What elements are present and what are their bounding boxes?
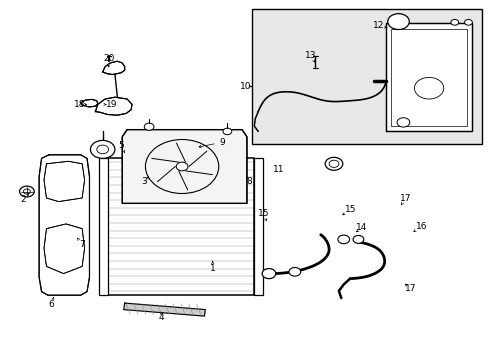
Polygon shape — [44, 224, 84, 274]
Polygon shape — [123, 303, 205, 316]
Circle shape — [387, 14, 408, 30]
Text: 15: 15 — [258, 209, 269, 217]
Polygon shape — [102, 61, 124, 75]
Text: 17: 17 — [399, 194, 411, 203]
Circle shape — [414, 77, 443, 99]
Circle shape — [20, 186, 34, 197]
Circle shape — [223, 128, 231, 135]
Text: 15: 15 — [345, 205, 356, 214]
Text: 7: 7 — [79, 240, 85, 249]
Text: 10: 10 — [239, 82, 251, 91]
Circle shape — [450, 19, 458, 25]
Circle shape — [144, 123, 154, 130]
Text: 18: 18 — [74, 100, 85, 109]
Text: 9: 9 — [219, 138, 225, 147]
Text: 17: 17 — [404, 284, 416, 293]
Text: 14: 14 — [355, 223, 367, 232]
Polygon shape — [81, 99, 98, 107]
Text: 13: 13 — [304, 51, 316, 60]
Text: 3: 3 — [141, 177, 147, 186]
Circle shape — [262, 269, 275, 279]
Circle shape — [352, 235, 363, 243]
Text: 11: 11 — [272, 165, 284, 174]
Circle shape — [97, 145, 108, 154]
Bar — [99, 158, 107, 295]
Circle shape — [288, 267, 300, 276]
Text: 19: 19 — [105, 100, 117, 109]
Text: 1: 1 — [209, 264, 215, 273]
Text: 8: 8 — [246, 177, 252, 186]
Text: 16: 16 — [415, 222, 427, 231]
Circle shape — [337, 235, 349, 244]
Polygon shape — [122, 130, 246, 203]
Circle shape — [328, 160, 338, 167]
Circle shape — [90, 140, 115, 158]
Text: 2: 2 — [20, 195, 26, 204]
Text: 12: 12 — [372, 21, 384, 30]
Circle shape — [176, 162, 187, 171]
Circle shape — [396, 118, 409, 127]
Text: 6: 6 — [48, 300, 54, 309]
Text: 5: 5 — [118, 141, 124, 150]
Text: 4: 4 — [158, 313, 164, 322]
Circle shape — [325, 157, 342, 170]
Polygon shape — [39, 155, 89, 295]
Bar — [390, 29, 466, 126]
Polygon shape — [386, 23, 471, 131]
Circle shape — [23, 189, 30, 194]
Bar — [107, 158, 254, 295]
Bar — [251, 9, 481, 144]
Bar — [254, 158, 263, 295]
Circle shape — [464, 19, 471, 25]
Text: 20: 20 — [102, 54, 114, 63]
Polygon shape — [95, 97, 132, 115]
Polygon shape — [44, 161, 84, 202]
